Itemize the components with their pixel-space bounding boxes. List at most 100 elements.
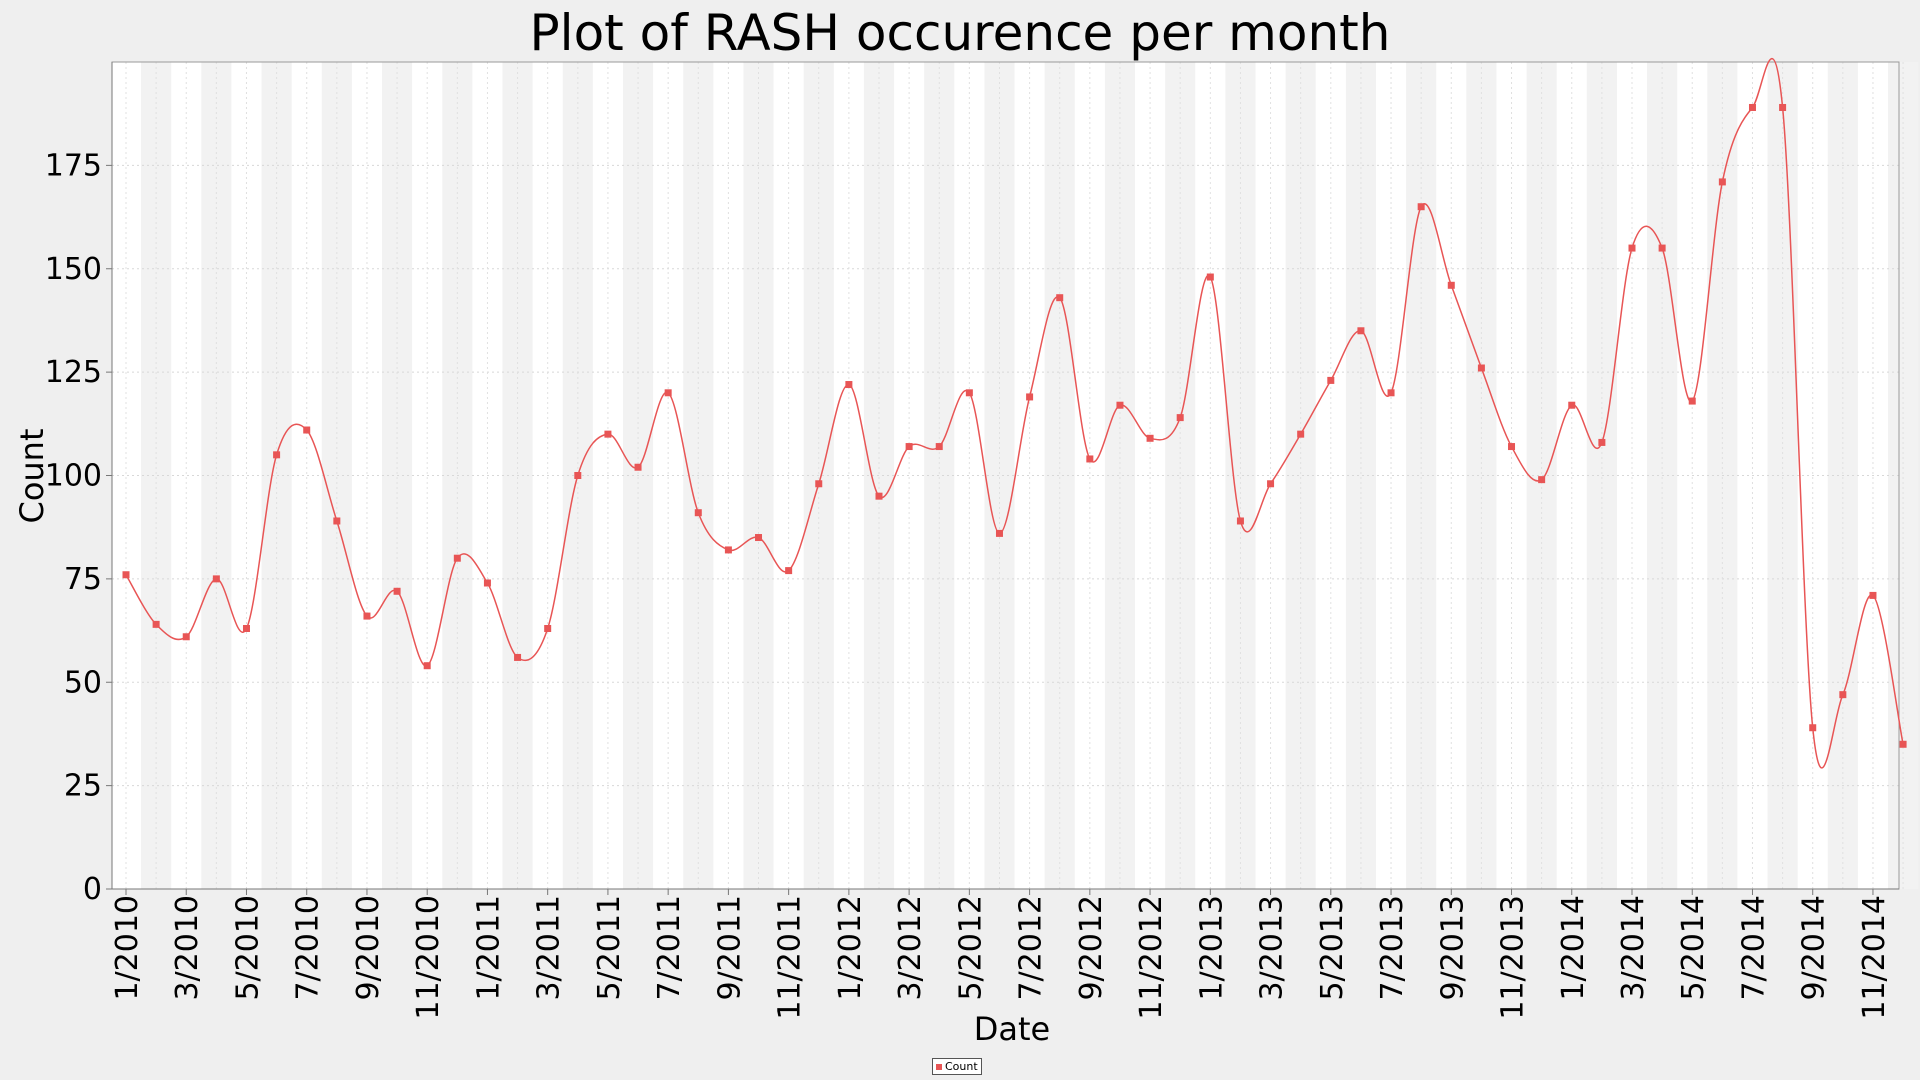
data-point: [242, 624, 250, 632]
plot-band: [1345, 62, 1376, 889]
y-tick-label: 25: [64, 769, 102, 804]
x-tick-label: 5/2013: [1315, 895, 1350, 1001]
data-point: [574, 472, 582, 479]
y-tick-label: 75: [64, 562, 102, 597]
data-point: [1327, 376, 1335, 384]
data-point: [905, 443, 913, 451]
series-line-count: [125, 58, 1904, 769]
x-tick-label: 5/2011: [592, 895, 627, 1001]
x-tick-label: 7/2014: [1736, 895, 1771, 1001]
data-point: [453, 554, 461, 562]
data-point: [303, 426, 311, 434]
x-tick-label: 9/2010: [351, 895, 386, 1001]
x-tick-label: 3/2011: [532, 895, 567, 1001]
x-tick-label: 3/2012: [893, 895, 928, 1001]
data-point: [1899, 740, 1907, 748]
x-tick-label: 9/2014: [1797, 895, 1832, 1001]
x-tick-label: 3/2013: [1255, 895, 1290, 1001]
data-point: [182, 633, 190, 641]
x-tick-label: 1/2012: [833, 895, 868, 1001]
data-point: [995, 529, 1003, 537]
plot-band: [261, 62, 292, 889]
data-point: [1357, 327, 1365, 335]
x-tick-label: 5/2010: [230, 895, 265, 1001]
data-point: [1628, 244, 1636, 252]
x-tick-label: 3/2010: [170, 895, 205, 1001]
data-point: [122, 571, 130, 579]
data-point: [1568, 401, 1576, 409]
data-point: [755, 534, 763, 542]
plot-band: [201, 62, 232, 889]
x-tick-label: 1/2013: [1194, 895, 1229, 1001]
data-point: [815, 480, 823, 488]
chart-title: Plot of RASH occurence per month: [529, 4, 1391, 62]
x-tick-label: 11/2011: [773, 895, 808, 1020]
plot-band: [1526, 62, 1557, 889]
data-point: [423, 662, 431, 670]
data-point: [634, 463, 642, 471]
data-point: [604, 430, 612, 438]
y-tick-label: 100: [45, 459, 102, 494]
plot-band: [1225, 62, 1256, 889]
data-point: [212, 575, 220, 583]
plot-band: [1104, 62, 1136, 889]
plot-band: [924, 62, 955, 889]
x-tick-label: 5/2014: [1676, 895, 1711, 1001]
data-point: [1026, 393, 1034, 401]
x-tick-label: 7/2013: [1375, 895, 1410, 1001]
data-point: [1688, 397, 1696, 405]
data-point: [664, 389, 672, 397]
data-point: [273, 451, 281, 459]
y-axis-title: Count: [13, 428, 51, 523]
data-point: [544, 624, 552, 632]
data-point: [1809, 724, 1817, 732]
data-point: [363, 612, 371, 620]
data-point: [1267, 480, 1275, 488]
legend-swatch-count: [936, 1063, 942, 1070]
data-point: [1387, 389, 1395, 397]
x-tick-labels: 1/2010 3/2010 5/2010 7/2010 9/2010 11/2010 1/2…: [110, 889, 1892, 1020]
data-point: [1839, 691, 1847, 699]
data-point: [694, 509, 702, 517]
y-tick-label: 150: [45, 252, 102, 287]
x-tick-label: 11/2012: [1134, 895, 1169, 1020]
x-tick-label: 9/2011: [712, 895, 747, 1001]
plot-background-bands: [112, 62, 1919, 889]
data-point: [965, 389, 973, 397]
data-point: [152, 620, 160, 628]
data-point: [1869, 591, 1877, 599]
x-tick-label: 9/2012: [1074, 895, 1109, 1001]
data-point: [1658, 244, 1666, 252]
x-tick-label: 11/2014: [1857, 895, 1892, 1020]
x-tick-label: 5/2012: [953, 895, 988, 1001]
data-point: [875, 492, 883, 500]
data-point: [1779, 103, 1787, 111]
data-point: [1146, 434, 1154, 442]
plot-band: [141, 62, 172, 889]
x-tick-label: 9/2013: [1435, 895, 1470, 1001]
legend: Count: [932, 1058, 982, 1075]
plot-band: [1285, 62, 1316, 889]
data-point: [845, 381, 853, 389]
y-tick-label: 50: [64, 665, 102, 700]
data-point: [1417, 203, 1425, 211]
data-point: [393, 587, 401, 595]
x-tick-label: 7/2012: [1014, 895, 1049, 1001]
x-tick-label: 11/2010: [411, 895, 446, 1020]
data-point: [1748, 103, 1756, 111]
x-axis-title: Date: [974, 1010, 1050, 1048]
plot-band: [1406, 62, 1437, 889]
data-point: [1447, 281, 1455, 289]
data-point: [483, 579, 491, 587]
x-tick-label: 7/2010: [291, 895, 326, 1001]
y-tick-label: 0: [83, 872, 102, 907]
data-point: [1236, 517, 1244, 525]
data-point: [514, 653, 522, 661]
x-tick-label: 1/2010: [110, 895, 145, 1001]
data-point: [1116, 401, 1124, 409]
plot-band: [1466, 62, 1497, 889]
y-tick-labels: 0 25 50 75 100 125 150 175: [45, 148, 112, 907]
plot-band: [321, 62, 352, 889]
plot-band: [984, 62, 1015, 889]
